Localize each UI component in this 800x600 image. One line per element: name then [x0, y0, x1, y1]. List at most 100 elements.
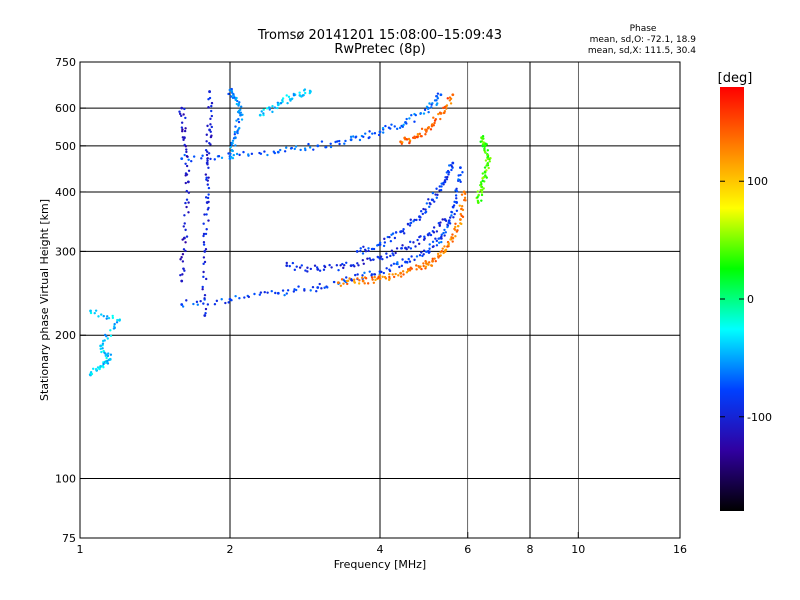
trace-point [101, 342, 105, 345]
trace-point [456, 229, 459, 232]
data-point [180, 106, 184, 110]
trace-point [394, 272, 397, 276]
trace-point [298, 91, 301, 94]
trace-point [450, 210, 453, 214]
trace-point [412, 241, 415, 244]
trace-point [392, 275, 396, 279]
trace-point [182, 225, 185, 228]
trace-point [201, 285, 204, 289]
trace-point [204, 232, 208, 236]
trace-point [428, 102, 431, 105]
trace-point [105, 334, 108, 338]
trace-point [345, 276, 348, 279]
trace-point [279, 148, 282, 152]
trace-point [299, 148, 302, 152]
trace-point [210, 134, 213, 137]
trace-point [419, 210, 423, 213]
trace-point [202, 222, 205, 225]
trace-point [297, 285, 300, 288]
trace-point [431, 123, 434, 126]
trace-point [99, 347, 102, 351]
trace-point [287, 95, 291, 99]
trace-point [435, 196, 439, 199]
trace-point [279, 101, 283, 105]
trace-point [344, 139, 347, 143]
trace-point [433, 257, 436, 260]
trace-point [231, 142, 234, 145]
trace-point [232, 92, 235, 96]
trace-point [200, 157, 203, 160]
trace-point [440, 235, 443, 238]
trace-point [382, 244, 386, 248]
trace-point [243, 296, 246, 299]
trace-point [303, 147, 307, 150]
trace-point [185, 148, 188, 151]
trace-point [196, 303, 199, 306]
trace-point [481, 143, 485, 146]
trace-point [455, 187, 458, 191]
data-point [180, 279, 184, 283]
trace-point [329, 142, 332, 145]
trace-point [101, 347, 104, 350]
trace-point [447, 173, 450, 176]
trace-point [183, 222, 186, 225]
stats-line-o: mean, sd,O: -72.1, 18.9 [590, 35, 697, 45]
trace-point [203, 297, 206, 300]
trace-point [415, 268, 418, 271]
y-axis-label: Stationary phase Virtual Height [km] [38, 199, 51, 401]
trace-point [204, 148, 208, 152]
x-tick-label: 6 [464, 543, 471, 556]
trace-point [337, 268, 340, 272]
trace-point [205, 153, 209, 157]
trace-point [421, 254, 424, 258]
trace-point [388, 269, 392, 273]
trace-point [204, 196, 208, 199]
trace-point [184, 181, 187, 185]
trace-point [427, 261, 431, 264]
trace-point [179, 273, 182, 277]
trace-point [435, 99, 438, 102]
trace-point [435, 239, 439, 243]
trace-point [368, 130, 371, 133]
trace-point [205, 213, 208, 216]
trace-point [430, 125, 434, 128]
trace-point [431, 240, 435, 244]
trace-point [283, 150, 287, 153]
trace-point [183, 107, 186, 111]
data-point [316, 268, 320, 271]
trace-point [405, 247, 408, 251]
trace-point [481, 179, 484, 183]
trace-point [295, 288, 298, 292]
trace-point [429, 233, 433, 237]
trace-point [362, 245, 365, 248]
trace-point [395, 127, 399, 131]
trace-point [487, 166, 490, 170]
trace-point [476, 196, 479, 199]
trace-point [435, 244, 439, 247]
trace-point [339, 284, 343, 288]
trace-point [436, 252, 440, 256]
trace-point [439, 188, 443, 192]
trace-point [428, 243, 431, 246]
trace-point [443, 105, 447, 109]
trace-point [362, 262, 365, 265]
trace-point [295, 265, 298, 268]
trace-point [318, 269, 322, 272]
data-point [276, 291, 280, 295]
trace-point [432, 226, 436, 229]
trace-point [388, 235, 391, 239]
trace-point [115, 321, 119, 324]
trace-point [432, 116, 435, 119]
trace-point [434, 193, 437, 196]
y-tick-label: 500 [55, 140, 76, 153]
trace-point [448, 219, 451, 222]
trace-point [109, 353, 113, 356]
trace-point [422, 238, 426, 241]
trace-point [322, 268, 326, 271]
trace-point [206, 183, 209, 186]
trace-point [401, 258, 404, 261]
trace-point [258, 293, 262, 296]
trace-point [388, 275, 391, 279]
trace-point [234, 125, 237, 128]
trace-point [227, 301, 230, 304]
